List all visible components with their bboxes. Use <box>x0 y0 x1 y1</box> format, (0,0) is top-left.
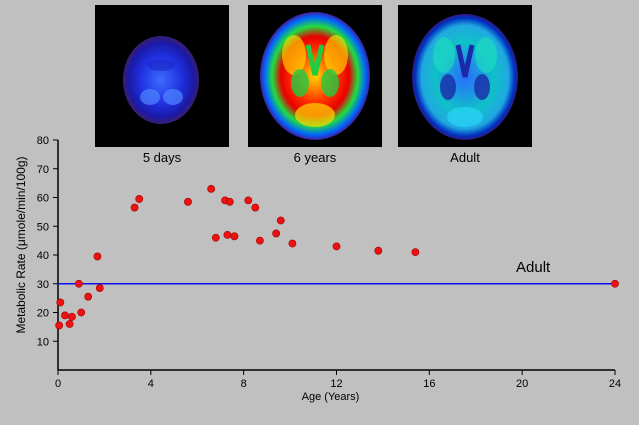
data-point <box>77 308 86 317</box>
data-point <box>411 248 420 257</box>
data-point <box>251 203 260 212</box>
data-point <box>211 233 220 242</box>
y-tick-label: 60 <box>37 193 49 205</box>
data-point <box>74 279 83 288</box>
data-point <box>244 196 253 205</box>
y-tick-label: 30 <box>37 279 49 291</box>
brain-pet-scan-5-days-icon <box>123 36 199 124</box>
y-axis-label: Metabolic Rate (μmole/min/100g) <box>14 157 28 334</box>
y-tick-label: 50 <box>37 221 49 233</box>
x-axis-label: Age (Years) <box>302 391 360 403</box>
scan-caption-adult: Adult <box>450 150 480 165</box>
x-tick-label: 4 <box>148 378 154 390</box>
data-point <box>223 230 232 239</box>
y-tick-label: 20 <box>37 308 49 320</box>
y-tick-label: 40 <box>37 250 49 262</box>
y-tick-label: 80 <box>37 135 49 147</box>
x-tick-label: 0 <box>55 378 61 390</box>
x-tick-label: 8 <box>241 378 247 390</box>
scan-adult <box>398 5 532 147</box>
adult-reference-label: Adult <box>516 259 551 276</box>
y-tick-label: 10 <box>37 336 49 348</box>
scan-caption-5-days: 5 days <box>142 150 182 165</box>
brain-pet-scan-6-years-icon <box>260 12 370 140</box>
y-tick-label: 70 <box>37 164 49 176</box>
data-point <box>611 279 619 288</box>
data-point <box>84 292 93 301</box>
scan-5-days <box>95 5 229 147</box>
brain-pet-scan-adult-icon <box>412 14 518 140</box>
data-point <box>374 246 383 255</box>
x-tick-label: 24 <box>609 378 621 390</box>
data-point <box>130 203 139 212</box>
x-tick-label: 20 <box>516 378 528 390</box>
data-point <box>272 229 281 238</box>
data-point <box>65 320 74 328</box>
data-point <box>276 216 285 225</box>
data-point <box>184 197 192 206</box>
data-point <box>61 311 69 320</box>
x-tick-label: 12 <box>330 378 342 390</box>
data-point <box>332 242 341 251</box>
data-point <box>225 197 234 206</box>
data-point <box>230 232 239 241</box>
data-point <box>207 184 216 193</box>
scan-6-years <box>248 5 382 147</box>
data-point <box>55 321 64 330</box>
scan-caption-6-years: 6 years <box>293 150 337 165</box>
data-point <box>93 252 102 261</box>
data-point <box>288 239 297 248</box>
data-point <box>68 312 76 321</box>
data-point <box>95 284 104 292</box>
data-point <box>256 236 264 245</box>
data-point <box>56 298 65 307</box>
x-tick-label: 16 <box>423 378 435 390</box>
data-point <box>135 195 144 203</box>
